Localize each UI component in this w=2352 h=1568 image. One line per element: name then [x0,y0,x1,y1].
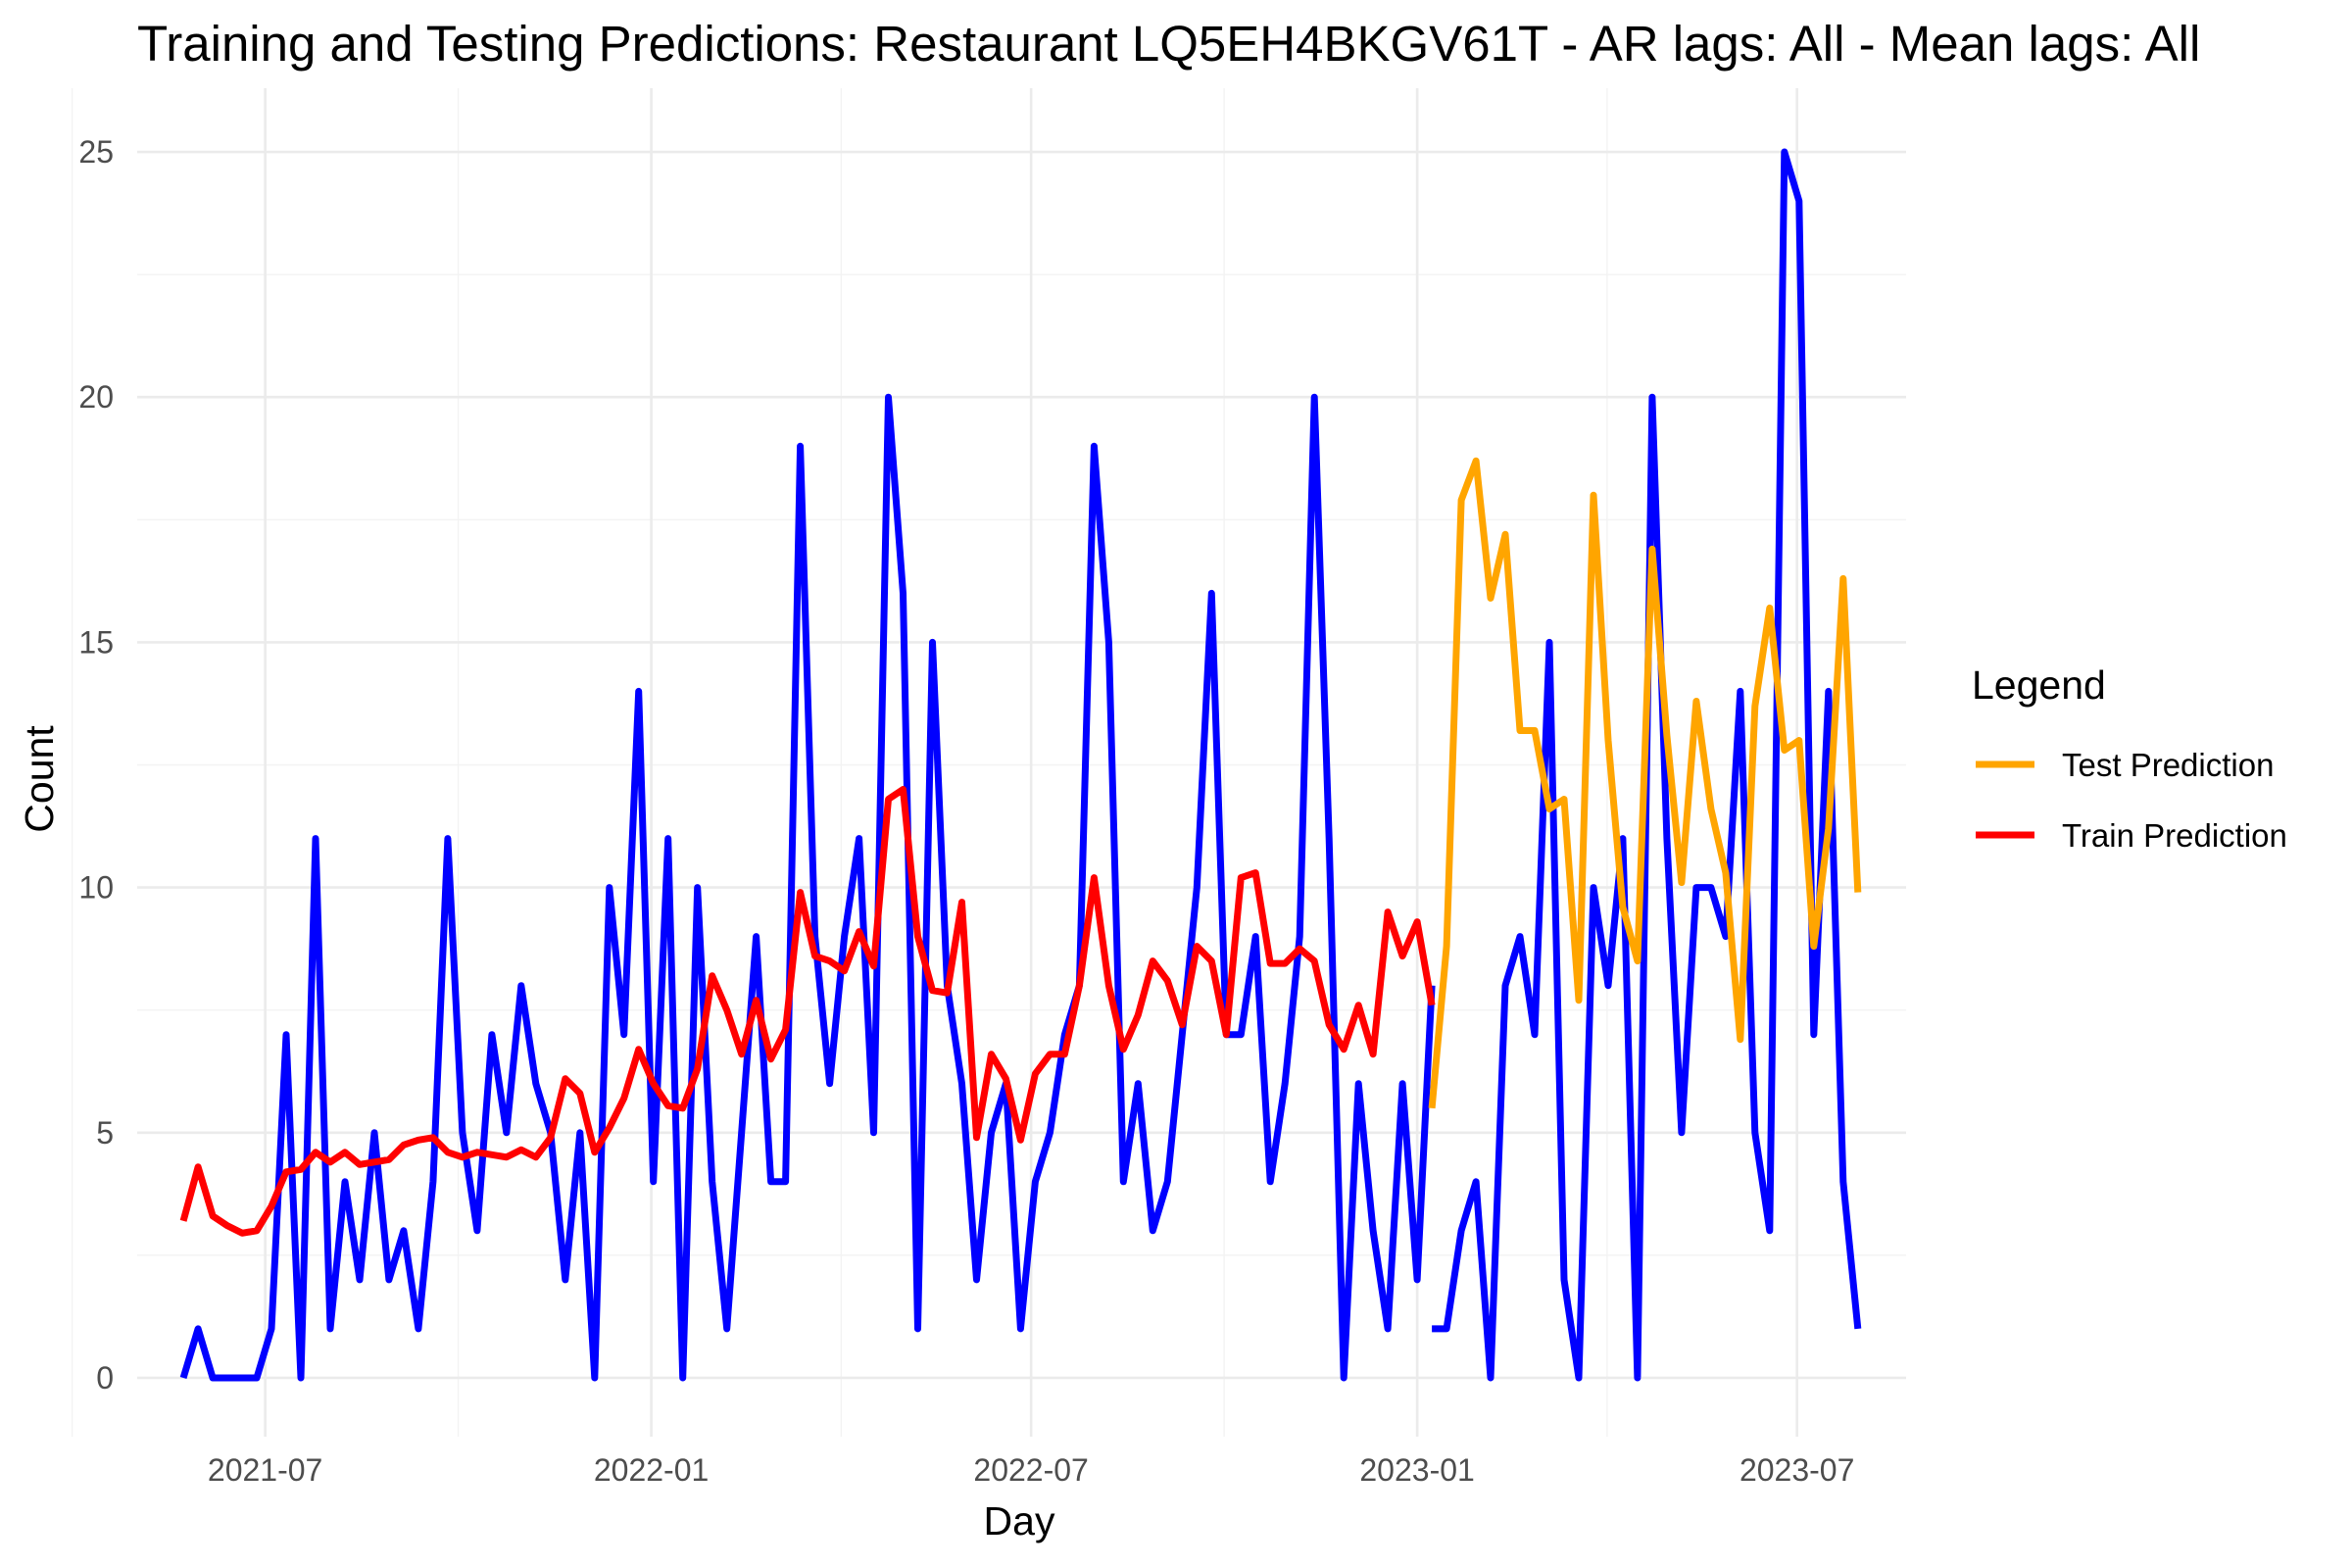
y-tick-label: 0 [96,1360,114,1396]
x-tick-label: 2023-07 [1740,1452,1854,1488]
y-tick-label: 20 [78,379,114,415]
legend-label: Train Prediction [2062,817,2287,854]
y-axis-title: Count [17,725,62,833]
series-lines [179,148,1862,1382]
x-tick-label: 2021-07 [208,1452,322,1488]
x-tick-label: 2022-07 [973,1452,1088,1488]
x-axis-title: Day [984,1498,1055,1544]
y-tick-label: 10 [78,870,114,906]
chart-title: Training and Testing Predictions: Restau… [137,16,2200,72]
series-line-observed [179,148,1862,1382]
y-tick-label: 15 [78,624,114,660]
legend-items: Test Prediction Train Prediction [1976,747,2287,854]
legend-title: Legend [1972,662,2106,708]
legend-label: Test Prediction [2062,747,2274,783]
y-tick-label: 25 [78,134,114,170]
series-line-train-prediction [179,786,1436,1237]
x-tick-label: 2022-01 [594,1452,709,1488]
x-tick-label: 2023-01 [1359,1452,1474,1488]
legend: Legend Test Prediction Train Prediction [1972,662,2287,854]
x-axis-ticks: 2021-07 2022-01 2022-07 2023-01 2023-07 [208,1452,1854,1488]
y-tick-label: 5 [96,1115,114,1151]
y-axis-ticks: 0 5 10 15 20 25 [78,134,114,1396]
series-line-test-prediction [1428,457,1862,1109]
